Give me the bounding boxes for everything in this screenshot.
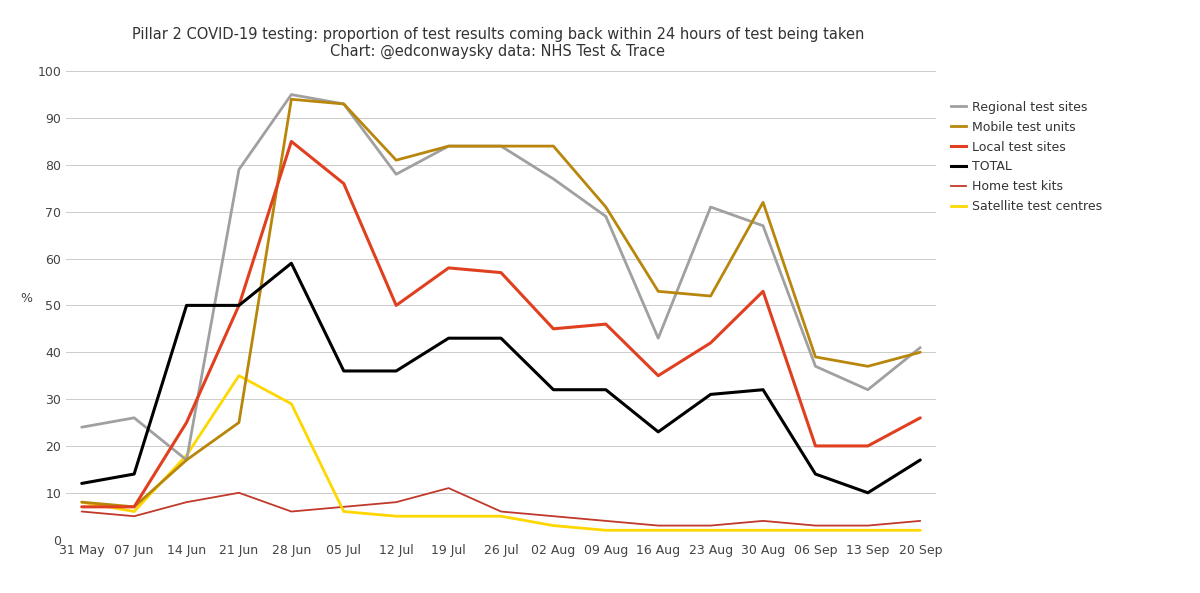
Legend: Regional test sites, Mobile test units, Local test sites, TOTAL, Home test kits,: Regional test sites, Mobile test units, …	[950, 101, 1103, 213]
Y-axis label: %: %	[20, 292, 32, 305]
Text: Pillar 2 COVID-19 testing: proportion of test results coming back within 24 hour: Pillar 2 COVID-19 testing: proportion of…	[132, 27, 864, 59]
